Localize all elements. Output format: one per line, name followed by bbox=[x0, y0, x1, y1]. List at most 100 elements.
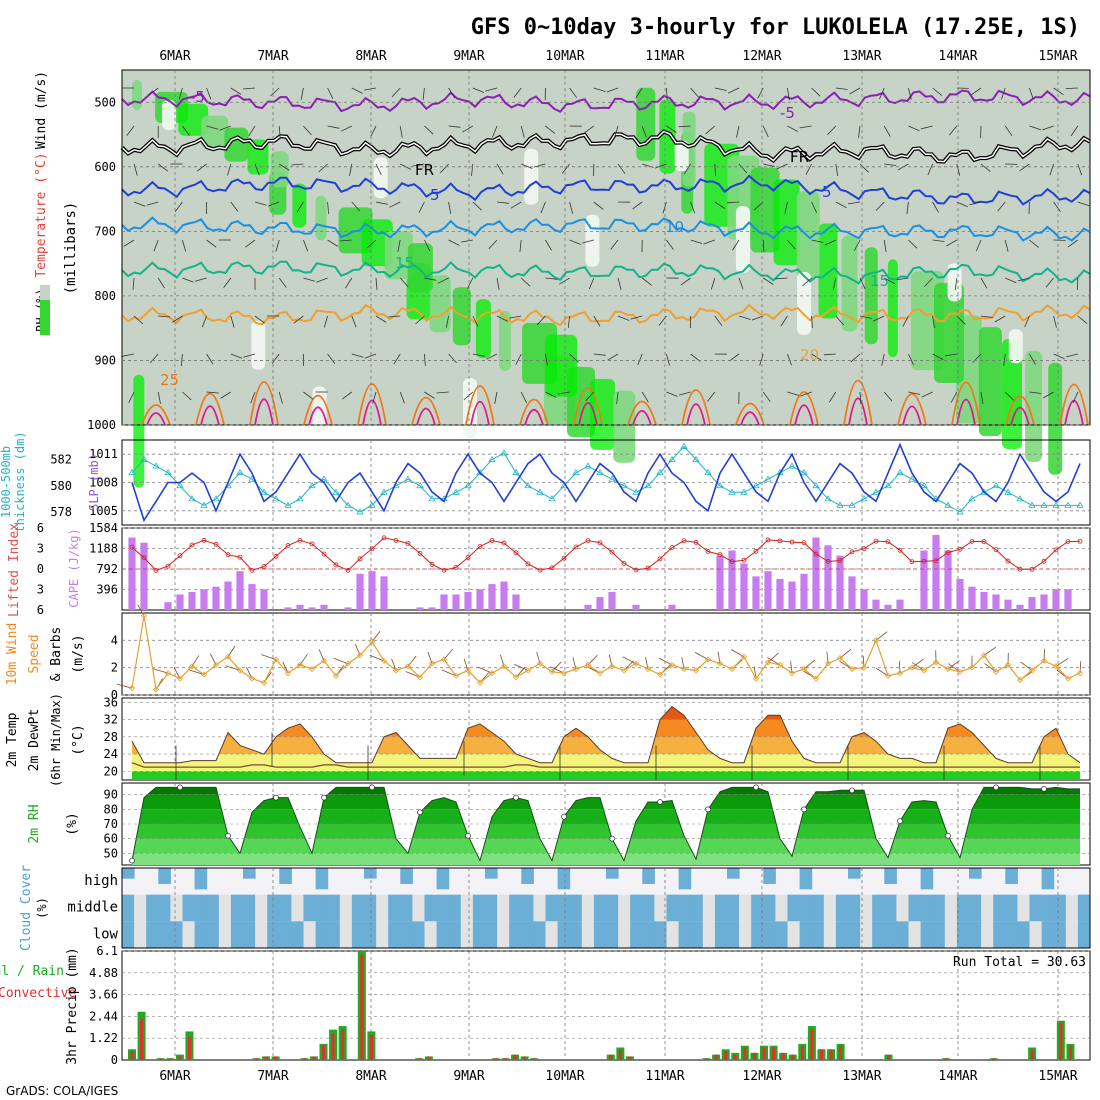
cloud-cell bbox=[122, 921, 135, 948]
temp-band bbox=[132, 771, 1080, 780]
cloud-cell bbox=[351, 894, 365, 922]
contour-label: 15 bbox=[395, 254, 414, 272]
cloud-cell bbox=[969, 921, 982, 948]
wind-barb bbox=[300, 87, 304, 100]
cloud-cell bbox=[569, 921, 583, 948]
wind-barb-10m bbox=[443, 649, 453, 660]
day-label-bottom: 7MAR bbox=[257, 1069, 288, 1084]
precip-convective-bar bbox=[360, 954, 364, 1060]
cloud-cell bbox=[908, 894, 922, 922]
rh-cell bbox=[178, 103, 209, 136]
li-point bbox=[561, 555, 567, 561]
rh-cell bbox=[887, 259, 898, 358]
li-point bbox=[1053, 547, 1059, 553]
temp-tick: 32 bbox=[104, 713, 118, 727]
precip-convective-bar bbox=[781, 1052, 785, 1060]
cross-section-frame bbox=[121, 69, 1091, 426]
rh-cell bbox=[636, 87, 656, 161]
thickness-point bbox=[920, 481, 928, 489]
cape-bar bbox=[608, 591, 616, 610]
wind-barb bbox=[849, 87, 861, 95]
cloud-cell bbox=[243, 921, 256, 948]
wind-barb bbox=[230, 201, 239, 212]
cloud-cell bbox=[158, 921, 171, 948]
wind-barb bbox=[787, 353, 792, 366]
wind-barb bbox=[932, 315, 935, 328]
cloud-cell bbox=[920, 921, 934, 948]
cloud-cell bbox=[243, 894, 256, 922]
wind-speed-point bbox=[596, 670, 604, 677]
wind-barb bbox=[883, 239, 887, 252]
thickness-point bbox=[1016, 495, 1024, 502]
wind-barb bbox=[418, 201, 425, 213]
isotherm-warm bbox=[200, 405, 220, 426]
wind-speed-point bbox=[980, 652, 988, 659]
cape-bar bbox=[860, 589, 868, 610]
cape-bar bbox=[776, 578, 784, 610]
wind-barb-10m bbox=[622, 656, 637, 664]
wind-barb bbox=[351, 87, 363, 94]
wind-barb bbox=[351, 201, 361, 212]
cloud-cell bbox=[1017, 894, 1030, 922]
rh-cell bbox=[429, 275, 451, 333]
wind-barb bbox=[969, 201, 982, 206]
wind-barb bbox=[519, 239, 522, 252]
cloud-cell bbox=[823, 921, 837, 948]
wind-barb bbox=[726, 201, 740, 204]
cloud-cell bbox=[146, 894, 159, 922]
rh-cell bbox=[659, 99, 676, 174]
thickness-point bbox=[164, 468, 172, 476]
isotherm-5 bbox=[121, 174, 1091, 206]
wind-barb bbox=[545, 353, 548, 366]
rh-dry-cell bbox=[251, 320, 266, 370]
wind-barb bbox=[375, 277, 378, 291]
thickness-point bbox=[296, 495, 304, 502]
wind-barb bbox=[275, 239, 280, 252]
rh-cell bbox=[841, 235, 858, 332]
cape-bar bbox=[596, 597, 604, 610]
rh-dry-cell bbox=[1008, 329, 1023, 364]
isotherm-warm bbox=[578, 402, 598, 426]
li-point bbox=[897, 547, 903, 553]
cloud-cell bbox=[666, 921, 680, 948]
cape-bar bbox=[476, 589, 484, 610]
wind-barb bbox=[245, 239, 256, 248]
wind-barb bbox=[980, 315, 993, 318]
cape-bar bbox=[260, 589, 268, 610]
slp-tick: 1011 bbox=[89, 447, 118, 461]
wind-barb bbox=[219, 125, 231, 131]
thickness-point bbox=[524, 481, 532, 489]
cape-bar bbox=[368, 571, 376, 610]
thickness-point bbox=[260, 488, 268, 495]
rh-point bbox=[273, 794, 279, 801]
cloud-cell bbox=[618, 921, 631, 948]
rh-point bbox=[753, 784, 759, 791]
cloud-cell bbox=[702, 921, 716, 948]
precip-convective-bar bbox=[829, 1049, 833, 1060]
wind-barb bbox=[128, 391, 135, 403]
cape-bar bbox=[836, 555, 844, 610]
cloud-axis-label: Cloud Cover bbox=[19, 865, 34, 951]
rh-cell bbox=[773, 179, 800, 266]
thickness-point bbox=[512, 468, 520, 476]
cloud-cell bbox=[956, 921, 970, 948]
precip-convective-bar bbox=[427, 1056, 431, 1060]
rh-cell bbox=[475, 299, 491, 359]
cloud-cell bbox=[630, 894, 643, 922]
wind-barb bbox=[471, 163, 474, 176]
cloud-cell bbox=[122, 894, 135, 922]
wind-barb bbox=[617, 315, 630, 321]
cloud-cell bbox=[557, 921, 571, 948]
wind-barb bbox=[896, 277, 909, 281]
wind-barb bbox=[158, 315, 171, 318]
day-label-bottom: 13MAR bbox=[842, 1069, 881, 1084]
cloud-cell bbox=[920, 868, 934, 890]
wind-speed-point bbox=[140, 612, 148, 619]
wind-speed-point bbox=[704, 656, 712, 663]
wind-barb bbox=[243, 353, 256, 358]
wind-barb bbox=[1070, 125, 1079, 137]
wind-speed-point bbox=[560, 670, 568, 677]
wind-barb bbox=[242, 87, 256, 90]
wind-barb bbox=[835, 315, 845, 326]
cloud-cell bbox=[884, 921, 897, 948]
